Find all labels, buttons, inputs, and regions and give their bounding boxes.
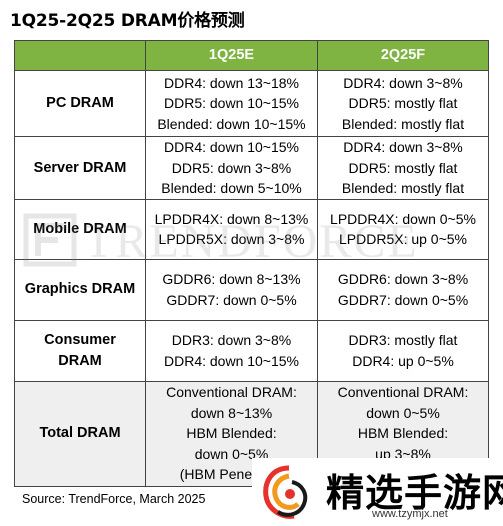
cell-line: DDR5: down 3~8% xyxy=(171,159,292,176)
cell-line: LPDDR4X: down 0~5% xyxy=(330,210,476,227)
header-blank xyxy=(14,40,146,71)
cell-graphics-dram-1q25e: GDDR6: down 8~13% GDDR7: down 0~5% xyxy=(145,258,318,321)
row-label-mobile-dram: Mobile DRAM xyxy=(14,198,146,260)
table-row: Total DRAM Conventional DRAM: down 8~13%… xyxy=(14,380,489,487)
row-label-total-dram: Total DRAM xyxy=(14,380,146,487)
cell-line: DDR3: mostly flat xyxy=(348,332,458,348)
cell-line: DDR4: down 13~18% xyxy=(163,74,300,91)
row-label-pc-dram: PC DRAM xyxy=(14,70,146,137)
cell-line: up 3~8% xyxy=(375,445,431,462)
cell-line: DDR3: down 3~8% xyxy=(171,332,292,348)
row-label-line: Consumer xyxy=(44,332,116,348)
cell-line: HBM Blended: xyxy=(186,425,277,441)
table-header-row: 1Q25E 2Q25F xyxy=(14,40,489,71)
cell-line: DDR4: up 0~5% xyxy=(352,352,454,369)
cell-line: HBM Blended: xyxy=(357,425,449,441)
table-row: Consumer DRAM DDR3: down 3~8% DDR4: down… xyxy=(14,319,489,382)
row-label-line: DRAM xyxy=(58,352,102,369)
cell-graphics-dram-2q25f: GDDR6: down 3~8% GDDR7: down 0~5% xyxy=(317,258,489,321)
cell-line: DDR5: down 10~15% xyxy=(163,95,300,112)
table-row: Mobile DRAM LPDDR4X: down 8~13% LPDDR5X:… xyxy=(14,198,489,260)
dram-price-table: 1Q25E 2Q25F PC DRAM DDR4: down 13~18% DD… xyxy=(14,40,489,487)
cell-line: down 0~5% xyxy=(366,404,440,421)
cell-line: GDDR7: down 0~5% xyxy=(166,291,297,308)
site-logo-text: 精选手游网 xyxy=(326,471,503,515)
source-note: Source: TrendForce, March 2025 xyxy=(22,492,206,506)
cell-line: DDR4: down 3~8% xyxy=(343,74,463,91)
table-row: PC DRAM DDR4: down 13~18% DDR5: down 10~… xyxy=(14,70,489,137)
table-row: Graphics DRAM GDDR6: down 8~13% GDDR7: d… xyxy=(14,258,489,321)
cell-line: Blended: down 5~10% xyxy=(161,180,302,196)
cell-server-dram-2q25f: DDR4: down 3~8% DDR5: mostly flat Blende… xyxy=(317,136,489,200)
cell-line: DDR5: mostly flat xyxy=(348,159,458,176)
cell-line: GDDR6: down 8~13% xyxy=(162,271,301,287)
cell-consumer-dram-1q25e: DDR3: down 3~8% DDR4: down 10~15% xyxy=(145,319,318,382)
header-1q25e: 1Q25E xyxy=(145,40,318,71)
cell-line: LPDDR5X: down 3~8% xyxy=(158,231,305,247)
cell-line: LPDDR4X: down 8~13% xyxy=(154,210,309,227)
cell-server-dram-1q25e: DDR4: down 10~15% DDR5: down 3~8% Blende… xyxy=(145,136,318,200)
cell-line: Conventional DRAM: xyxy=(337,384,469,400)
cell-pc-dram-2q25f: DDR4: down 3~8% DDR5: mostly flat Blende… xyxy=(317,70,489,137)
cell-line: LPDDR5X: up 0~5% xyxy=(338,231,468,247)
site-logo-url[interactable]: www.tzymjx.net xyxy=(372,508,448,520)
cell-line: DDR4: down 10~15% xyxy=(163,352,300,369)
cell-pc-dram-1q25e: DDR4: down 13~18% DDR5: down 10~15% Blen… xyxy=(145,70,318,137)
row-label-server-dram: Server DRAM xyxy=(14,136,146,200)
cell-line: GDDR6: down 3~8% xyxy=(337,271,469,287)
cell-line: DDR5: mostly flat xyxy=(348,95,458,112)
cell-line: Blended: mostly flat xyxy=(341,180,465,196)
page-title: 1Q25-2Q25 DRAM价格预测 xyxy=(10,11,245,31)
site-logo-overlay: 精选手游网 www.tzymjx.net xyxy=(252,458,503,526)
cell-line: DDR4: down 3~8% xyxy=(343,139,463,155)
cell-line: Conventional DRAM: xyxy=(166,384,297,400)
cell-line: DDR4: down 10~15% xyxy=(163,139,300,155)
cell-consumer-dram-2q25f: DDR3: mostly flat DDR4: up 0~5% xyxy=(317,319,489,382)
cell-line: Blended: mostly flat xyxy=(341,115,465,132)
cell-mobile-dram-1q25e: LPDDR4X: down 8~13% LPDDR5X: down 3~8% xyxy=(145,198,318,260)
table-row: Server DRAM DDR4: down 10~15% DDR5: down… xyxy=(14,136,489,200)
cell-line: down 0~5% xyxy=(194,445,269,462)
cell-mobile-dram-2q25f: LPDDR4X: down 0~5% LPDDR5X: up 0~5% xyxy=(317,198,489,260)
cell-line: GDDR7: down 0~5% xyxy=(337,291,469,308)
row-label-graphics-dram: Graphics DRAM xyxy=(14,258,146,321)
cell-clip: Conventional DRAM: down 0~5% HBM Blended… xyxy=(318,382,488,485)
cell-line: down 8~13% xyxy=(190,404,273,421)
swirl-logo-icon xyxy=(263,465,308,519)
row-label-consumer-dram: Consumer DRAM xyxy=(14,319,146,382)
header-2q25f: 2Q25F xyxy=(317,40,489,71)
cell-line: Blended: down 10~15% xyxy=(157,115,306,132)
